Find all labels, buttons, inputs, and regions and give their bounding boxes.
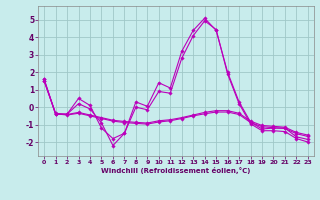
X-axis label: Windchill (Refroidissement éolien,°C): Windchill (Refroidissement éolien,°C) [101,167,251,174]
